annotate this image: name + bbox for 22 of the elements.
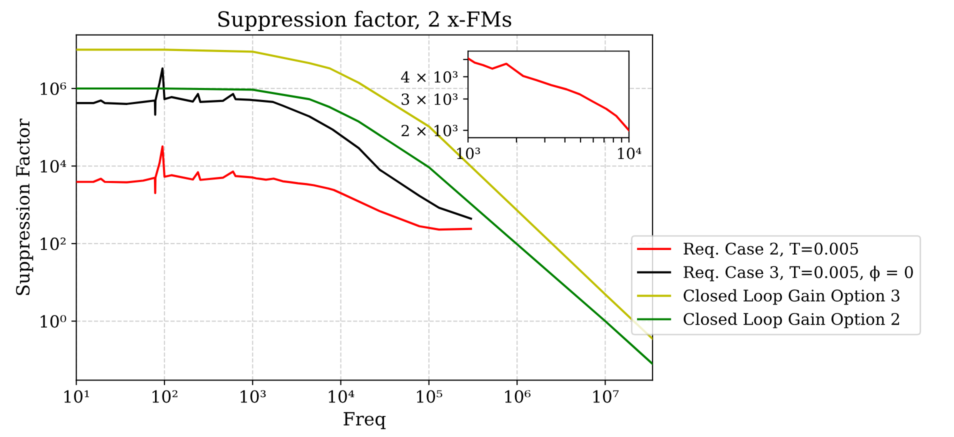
x-tick-label: 10³ — [457, 148, 480, 160]
y-tick-label: 2 × 10³ — [402, 124, 458, 136]
x-tick-label: 10¹ — [64, 390, 89, 403]
x-tick-label: 10⁶ — [505, 390, 531, 403]
y-tick-label: 4 × 10³ — [400, 71, 458, 83]
x-axis-title: Freq — [344, 412, 386, 430]
y-tick-label: 10⁶ — [40, 82, 66, 96]
y-tick-label: 10² — [40, 238, 66, 250]
y-tick-label: 10⁴ — [40, 160, 66, 173]
y-tick-label: 10⁰ — [40, 315, 66, 328]
legend-label: Req. Case 3, T=0.005, ϕ = 0 — [684, 266, 913, 282]
legend-label: Closed Loop Gain Option 2 — [684, 312, 900, 328]
x-tick-label: 10⁵ — [417, 390, 442, 403]
y-axis-title: Suppression Factor — [16, 118, 34, 296]
x-tick-label: 10⁴ — [328, 390, 354, 403]
x-tick-label: 10³ — [240, 390, 266, 403]
chart-title: Suppression factor, 2 x-FMs — [218, 10, 512, 31]
legend-label: Closed Loop Gain Option 3 — [684, 289, 900, 305]
y-tick-label: 3 × 10³ — [402, 93, 458, 106]
x-tick-label: 10² — [152, 390, 178, 403]
x-tick-label: 10⁷ — [593, 390, 619, 403]
legend-label: Req. Case 2, T=0.005 — [684, 242, 858, 258]
